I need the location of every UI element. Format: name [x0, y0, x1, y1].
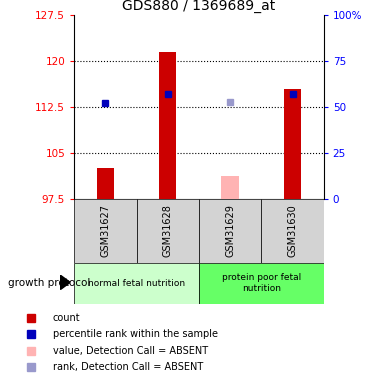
Text: growth protocol: growth protocol: [8, 278, 90, 288]
Text: GSM31629: GSM31629: [225, 204, 235, 257]
Bar: [261, 199, 324, 262]
Text: normal fetal nutrition: normal fetal nutrition: [88, 279, 185, 288]
Bar: [284, 88, 301, 199]
Text: GSM31628: GSM31628: [163, 204, 173, 257]
Polygon shape: [60, 275, 70, 290]
Bar: [199, 199, 261, 262]
Bar: [222, 176, 239, 199]
Bar: [74, 199, 136, 262]
Text: count: count: [53, 313, 80, 323]
Bar: [97, 168, 114, 199]
Bar: [199, 262, 324, 304]
Text: percentile rank within the sample: percentile rank within the sample: [53, 329, 218, 339]
Text: GSM31627: GSM31627: [100, 204, 110, 257]
Bar: [74, 262, 199, 304]
Text: protein poor fetal
nutrition: protein poor fetal nutrition: [222, 273, 301, 293]
Title: GDS880 / 1369689_at: GDS880 / 1369689_at: [122, 0, 275, 13]
Text: GSM31630: GSM31630: [287, 204, 298, 257]
Bar: [159, 52, 176, 199]
Bar: [136, 199, 199, 262]
Text: value, Detection Call = ABSENT: value, Detection Call = ABSENT: [53, 346, 208, 356]
Text: rank, Detection Call = ABSENT: rank, Detection Call = ABSENT: [53, 362, 203, 372]
